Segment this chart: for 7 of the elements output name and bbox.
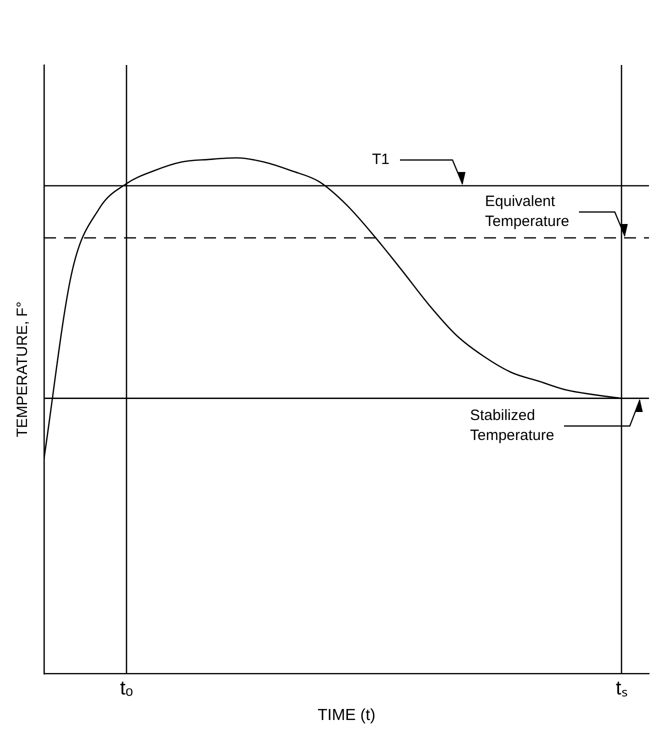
x-axis-title: TIME (t) <box>318 706 376 724</box>
ref-line-label: Stabilized Temperature <box>470 406 554 446</box>
y-axis-title: TEMPERATURE, F° <box>14 302 32 438</box>
ref-line-label: Equivalent Temperature <box>485 192 570 232</box>
ref-line-label: T1 <box>372 150 390 170</box>
x-tick-label: tₛ <box>616 677 628 700</box>
x-tick-label: tₒ <box>120 677 134 700</box>
